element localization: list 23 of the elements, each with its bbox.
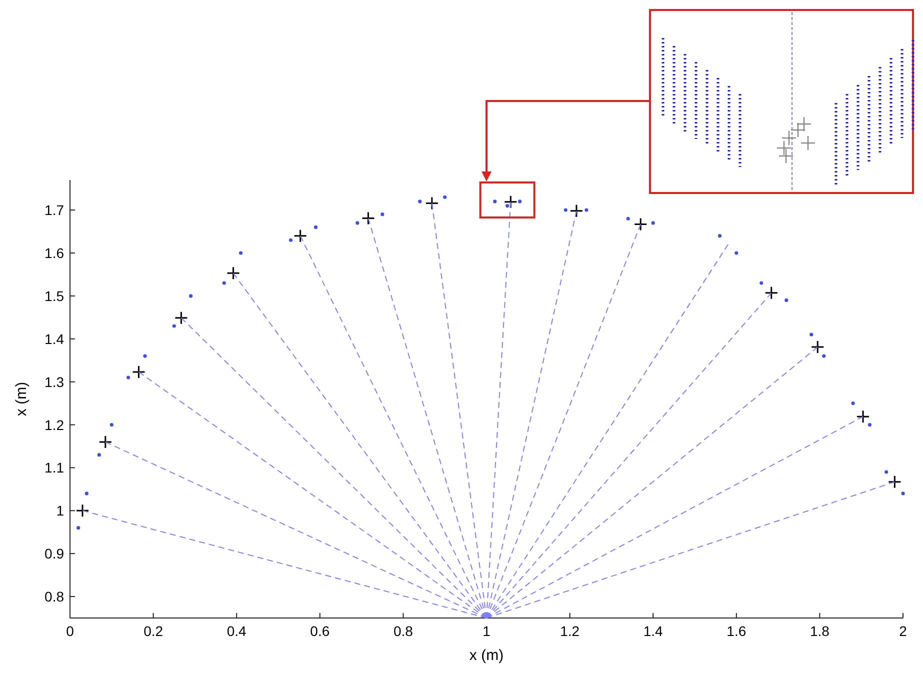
x-tick-label: 0.2 xyxy=(144,623,164,639)
x-tick-label: 1.6 xyxy=(726,623,746,639)
y-tick-label: 1.3 xyxy=(44,374,64,390)
x-tick-label: 1 xyxy=(482,623,491,639)
x-tick-label: 0.4 xyxy=(226,623,247,639)
x-tick-label: 2 xyxy=(899,623,908,639)
x-tick-label: 1.2 xyxy=(560,623,580,639)
x-tick-label: 1.4 xyxy=(643,623,664,639)
x-tick-label: 1.8 xyxy=(810,623,830,639)
y-tick-label: 1.5 xyxy=(44,288,64,304)
y-tick-label: 0.8 xyxy=(44,588,64,605)
y-tick-label: 1.2 xyxy=(44,416,64,433)
y-axis-title: x (m) xyxy=(13,382,30,416)
y-tick-label: 1.7 xyxy=(44,202,64,218)
y-tick-label: 0.9 xyxy=(44,546,64,562)
x-axis-title: x (m) xyxy=(469,647,504,664)
x-tick-label: 0 xyxy=(66,623,74,639)
y-tick-label: 1 xyxy=(56,502,64,519)
x-tick-label: 0.6 xyxy=(310,623,330,639)
y-tick-label: 1.4 xyxy=(44,330,64,347)
y-tick-label: 1.6 xyxy=(44,245,64,261)
x-tick-label: 0.8 xyxy=(393,623,414,639)
y-tick-label: 1.1 xyxy=(44,460,64,476)
